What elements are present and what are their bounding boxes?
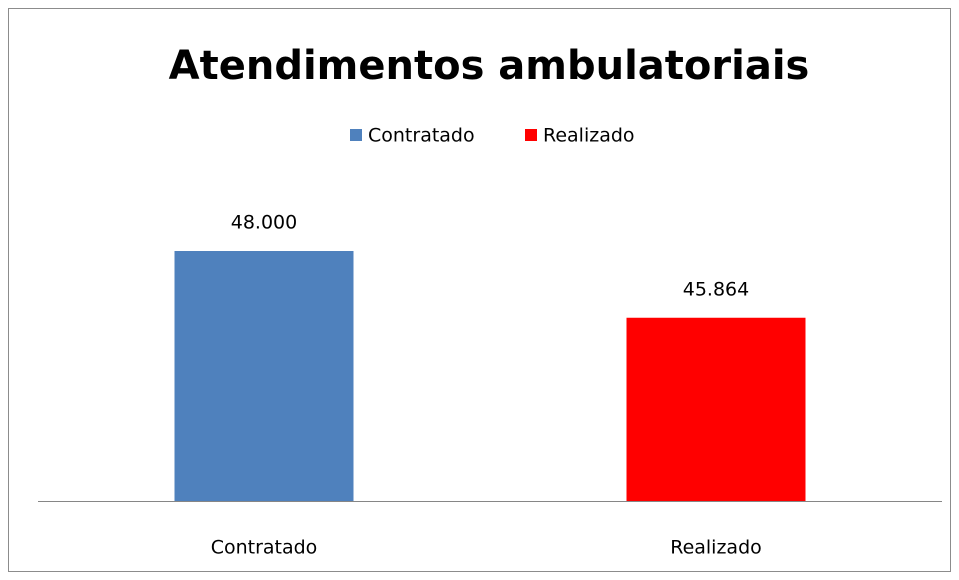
legend-label: Contratado bbox=[368, 125, 475, 147]
legend-label: Realizado bbox=[543, 125, 635, 147]
chart-border bbox=[8, 8, 951, 572]
legend-swatch bbox=[350, 129, 362, 141]
x-tick-label: Realizado bbox=[670, 537, 762, 559]
value-label: 45.864 bbox=[683, 278, 749, 300]
value-label: 48.000 bbox=[231, 212, 297, 234]
legend-swatch bbox=[525, 129, 537, 141]
chart-title: Atendimentos ambulatoriais bbox=[169, 43, 810, 89]
bar bbox=[626, 317, 806, 501]
x-tick-label: Contratado bbox=[211, 537, 318, 559]
bar bbox=[174, 251, 354, 501]
